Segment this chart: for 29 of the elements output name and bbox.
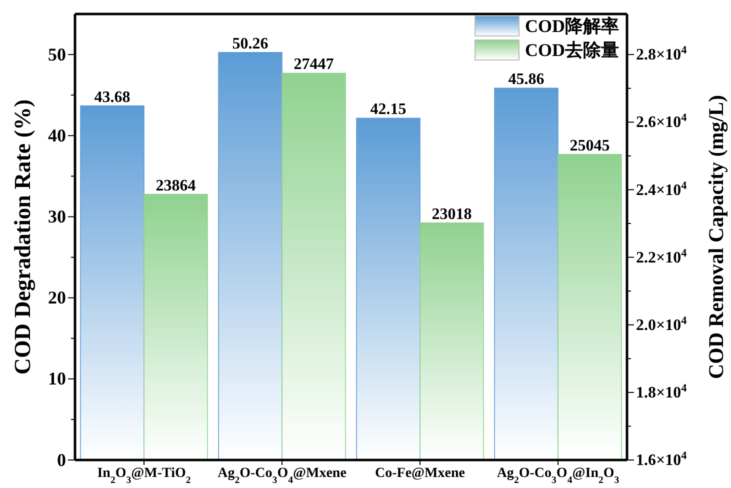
y2-tick-label: 1.8×10$^{4}$ <box>636 382 688 402</box>
y2-tick-label: 2.4×10$^{4}$ <box>636 180 688 199</box>
y-axis-title: COD Degradation Rate (%) <box>10 99 36 375</box>
data-label: 27447 <box>294 56 334 74</box>
y2-tick-label: 2.6×10$^{4}$ <box>636 112 688 132</box>
data-label: 45.86 <box>508 71 544 88</box>
category-label: Ag$_{2}$O-Co$_{3}$O$_{4}$@In$_{2}$O$_{3}$ <box>496 466 620 486</box>
x-tick-label: Co-Fe@Mxene <box>375 466 465 481</box>
x-tick-label: In$_{2}$O$_{3}$@M-TiO$_{2}$ <box>97 466 191 486</box>
legend-label: COD去除量 <box>525 40 619 60</box>
y2-tick-label: 2.0×10$^{4}$ <box>636 314 688 334</box>
y-tick-label: 20 <box>48 288 66 308</box>
data-label: 23864 <box>156 177 196 194</box>
y-tick-label: 30 <box>48 206 66 226</box>
data-label: 23018 <box>432 206 472 223</box>
data-label: 50.26 <box>232 35 268 52</box>
y2-axis-title: COD Removal Capacity (mg/L) <box>704 94 728 380</box>
y-tick-label: 10 <box>48 368 66 389</box>
y-tick-label: 40 <box>48 125 66 146</box>
data-label: 43.68 <box>94 88 130 106</box>
legend-label: COD降解率 <box>525 16 619 36</box>
y2-tick-label: 1.6×10$^{4}$ <box>636 450 688 470</box>
x-tick-label: Ag$_{2}$O-Co$_{3}$O$_{4}$@Mxene <box>218 466 346 486</box>
data-label: 42.15 <box>370 101 406 118</box>
y-tick-label: 0 <box>57 450 66 470</box>
y-tick-label: 50 <box>48 44 66 64</box>
data-label: 25045 <box>570 137 610 154</box>
y2-tick-label: 2.2×10$^{4}$ <box>636 247 688 266</box>
y2-tick-label: 2.8×10$^{4}$ <box>636 44 688 64</box>
